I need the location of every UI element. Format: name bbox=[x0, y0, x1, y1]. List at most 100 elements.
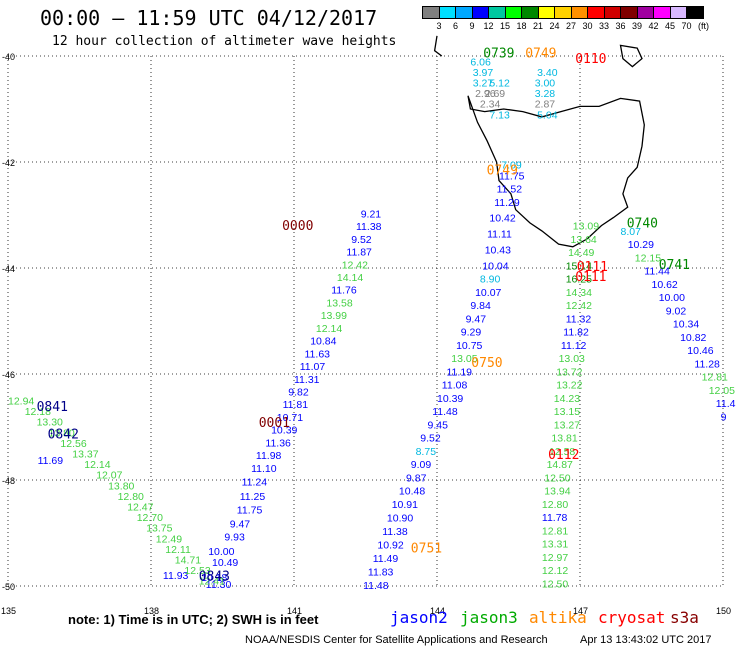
wave-height-value: 13.80 bbox=[49, 427, 75, 439]
wave-height-value: 11.11 bbox=[487, 229, 512, 241]
wave-height-value: 13.64 bbox=[571, 234, 597, 246]
colorbar-tick-label: 70 bbox=[681, 21, 692, 31]
wave-height-value: 9.21 bbox=[361, 208, 382, 220]
longitude-tick-label: 144 bbox=[430, 606, 445, 616]
wave-height-value: 8.90 bbox=[480, 274, 501, 286]
wave-height-value: 11.25 bbox=[240, 491, 266, 503]
longitude-tick-label: 141 bbox=[287, 606, 302, 616]
wave-height-value: 10.92 bbox=[377, 540, 403, 552]
pass-time-label: 0843 bbox=[199, 569, 230, 584]
wave-height-value: 11.38 bbox=[356, 221, 382, 233]
wave-height-value: 11.63 bbox=[305, 348, 331, 360]
wave-height-value: 3.40 bbox=[537, 67, 558, 79]
colorbar-tick-label: 39 bbox=[631, 21, 642, 31]
pass-time-label: 0739 bbox=[483, 46, 514, 61]
page-subtitle: 12 hour collection of altimeter wave hei… bbox=[52, 34, 397, 49]
pass-time-label: 0112 bbox=[548, 448, 579, 463]
wave-height-value: 12.47 bbox=[127, 502, 153, 514]
pass-time-label: 0110 bbox=[575, 52, 606, 67]
wave-height-value: 13.31 bbox=[542, 539, 568, 551]
pass-time-label: 0741 bbox=[659, 258, 690, 273]
generated-timestamp: Apr 13 13:43:02 UTC 2017 bbox=[580, 634, 712, 646]
wave-height-value: 14.71 bbox=[175, 555, 201, 567]
axis-labels: -40 -42 -44 -46 -48 -50 135 138 141 144 147 150 bbox=[1, 52, 731, 616]
wave-height-value: 11.48 bbox=[363, 580, 389, 592]
wave-height-value: 12.42 bbox=[342, 259, 368, 271]
wave-height-value: 11.76 bbox=[331, 285, 357, 297]
colorbar-tick-label: 30 bbox=[582, 21, 593, 31]
wave-height-value: 10.46 bbox=[687, 345, 713, 357]
wave-height-value: 12.14 bbox=[84, 459, 110, 471]
wave-height-value: 2.69 bbox=[485, 88, 506, 100]
colorbar-tick-label: 24 bbox=[549, 21, 560, 31]
flinders-island-coastline bbox=[619, 44, 643, 68]
pass-time-label: 0740 bbox=[627, 216, 658, 231]
credit-text: NOAA/NESDIS Center for Satellite Applica… bbox=[245, 634, 548, 646]
king-island-coastline bbox=[433, 35, 443, 57]
wave-height-value: 12.50 bbox=[544, 472, 570, 484]
wave-height-value: 8.07 bbox=[621, 226, 642, 238]
colorbar-tick-label: 21 bbox=[532, 21, 543, 31]
wave-height-value: 11.98 bbox=[256, 450, 282, 462]
colorbar-swatch bbox=[686, 6, 704, 19]
wave-height-value: 12.81 bbox=[542, 525, 568, 537]
wave-height-value: 10.07 bbox=[475, 287, 501, 299]
colorbar-tick-label: 45 bbox=[664, 21, 675, 31]
colorbar bbox=[422, 6, 704, 19]
wave-height-value: 9.84 bbox=[470, 300, 491, 312]
wave-height-value: 10.39 bbox=[271, 425, 297, 437]
wave-height-value: 8.75 bbox=[416, 446, 437, 458]
legend-cryosat: cryosat bbox=[598, 608, 666, 627]
wave-height-value: 11.75 bbox=[237, 505, 263, 517]
wave-height-value: 12.49 bbox=[156, 533, 182, 545]
colorbar-tick-label: 33 bbox=[598, 21, 609, 31]
latitude-tick-label: -44 bbox=[2, 264, 15, 274]
longitude-tick-label: 138 bbox=[144, 606, 159, 616]
wave-height-value: 13.72 bbox=[556, 366, 582, 378]
wave-height-value: 10.90 bbox=[387, 513, 413, 525]
wave-height-value: 12.81 bbox=[702, 372, 728, 384]
legend-s3a: s3a bbox=[670, 608, 699, 627]
wave-height-value: 10.49 bbox=[212, 557, 238, 569]
jason3-west-track: 12.9412.1813.3013.8012.5613.3712.1412.07… bbox=[8, 396, 225, 588]
wave-height-value: 5.12 bbox=[489, 78, 510, 90]
wave-height-value: 13.30 bbox=[37, 417, 63, 429]
wave-height-value: 13.05 bbox=[451, 353, 477, 365]
wave-height-value: 11.75 bbox=[499, 170, 525, 182]
wave-height-value: 10.84 bbox=[310, 336, 336, 348]
pass-time-label: 0001 bbox=[259, 416, 290, 431]
wave-height-value: 11.83 bbox=[368, 567, 394, 579]
wave-height-value: 12.07 bbox=[96, 470, 122, 482]
wave-height-value: 14.87 bbox=[547, 459, 573, 471]
tasmania-landmass bbox=[433, 35, 645, 248]
wave-height-value: 12.05 bbox=[709, 385, 735, 397]
wave-height-value: 11.07 bbox=[300, 361, 326, 373]
wave-height-value: 9.47 bbox=[466, 313, 487, 325]
wave-height-value: 10.18 bbox=[201, 572, 227, 584]
wave-height-value: 2.34 bbox=[480, 99, 501, 111]
wave-height-value: 13.94 bbox=[544, 486, 570, 498]
latitude-tick-label: -50 bbox=[2, 582, 15, 592]
latitude-tick-label: -42 bbox=[2, 158, 15, 168]
wave-height-value: 13.80 bbox=[108, 480, 134, 492]
wave-height-value: 2.87 bbox=[535, 99, 556, 111]
wave-height-value: 14.34 bbox=[566, 287, 592, 299]
longitude-tick-label: 135 bbox=[1, 606, 16, 616]
wave-height-value: 10.00 bbox=[659, 292, 685, 304]
bass-strait-cluster: 6.063.973.275.122.962.692.347.13 3.003.28… bbox=[470, 56, 557, 121]
wave-height-value: 13.37 bbox=[72, 449, 98, 461]
colorbar-tick-label: 9 bbox=[469, 21, 475, 31]
wave-height-value: 12.14 bbox=[316, 323, 342, 335]
wave-height-value: 5.04 bbox=[537, 109, 558, 121]
wave-height-value: 10.42 bbox=[489, 213, 515, 225]
wave-height-value: 13.99 bbox=[321, 310, 347, 322]
wave-height-value: 11.44 bbox=[644, 266, 670, 278]
wave-height-value: 9.09 bbox=[411, 459, 432, 471]
pass-time-label: 0111 bbox=[575, 270, 606, 285]
wave-height-value: 12.94 bbox=[8, 396, 34, 408]
colorbar-tick-label: 27 bbox=[565, 21, 576, 31]
wave-height-value: 9.82 bbox=[288, 387, 309, 399]
legend-altika: altika bbox=[529, 608, 587, 627]
